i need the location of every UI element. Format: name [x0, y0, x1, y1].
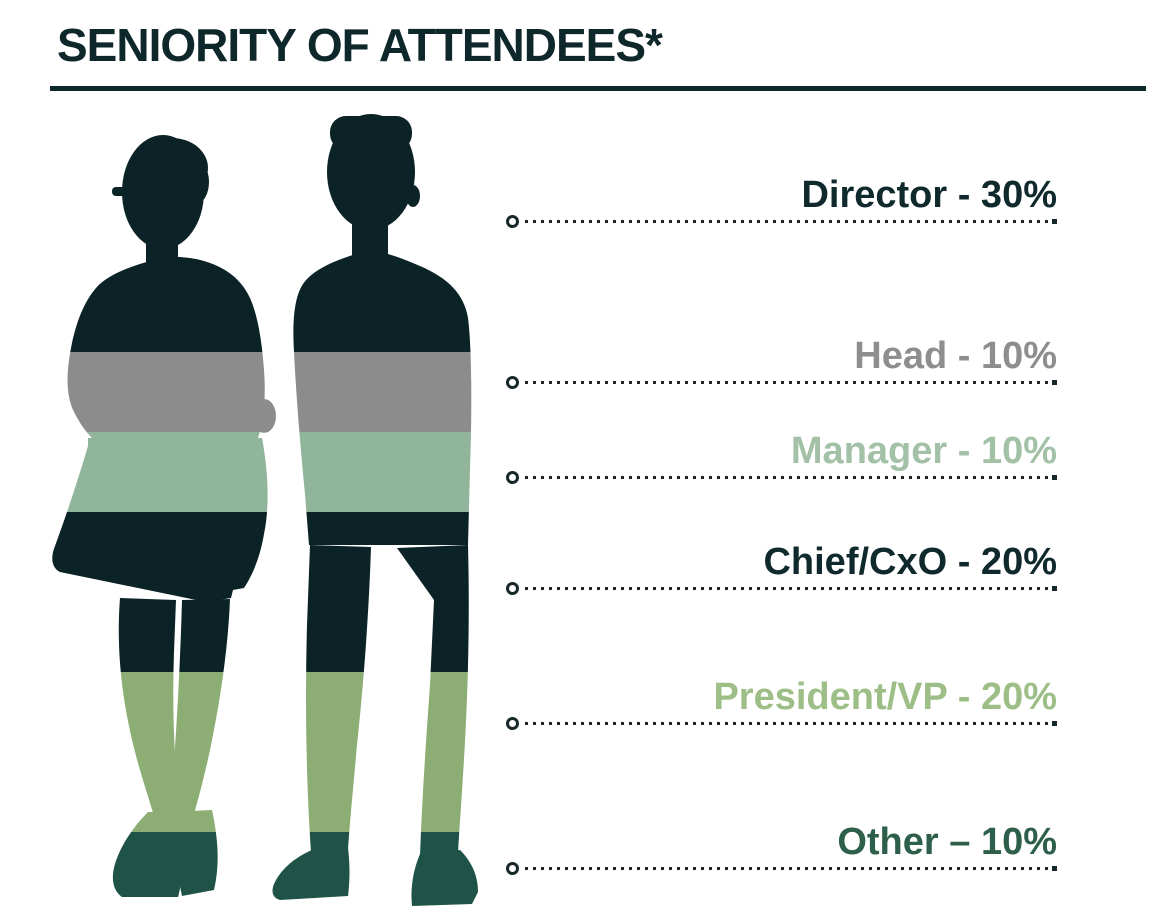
leader-end-dot-icon: [1052, 586, 1057, 591]
leader-end-dot-icon: [1052, 219, 1057, 224]
leader-start-ring-icon: [506, 582, 519, 595]
leader-start-ring-icon: [506, 717, 519, 730]
leader-dotted-rule: [525, 220, 1057, 223]
leader-end-dot-icon: [1052, 866, 1057, 871]
leader-dotted-rule: [525, 867, 1057, 870]
leader-dotted-rule: [525, 381, 1057, 384]
legend-label-head: Head - 10%: [854, 335, 1057, 377]
leader-dotted-rule: [525, 587, 1057, 590]
legend-label-president: President/VP - 20%: [713, 676, 1057, 718]
leader-start-ring-icon: [506, 215, 519, 228]
leader-line: [506, 862, 1057, 875]
attendee-silhouettes-chart: [52, 114, 478, 906]
leader-start-ring-icon: [506, 376, 519, 389]
title-underline: [50, 86, 1146, 91]
legend-label-other: Other – 10%: [837, 821, 1057, 863]
legend-label-manager: Manager - 10%: [790, 430, 1057, 472]
leader-line: [506, 471, 1057, 484]
legend-label-director: Director - 30%: [801, 174, 1057, 216]
legend-label-chief: Chief/CxO - 20%: [763, 541, 1057, 583]
leader-end-dot-icon: [1052, 380, 1057, 385]
leader-line: [506, 717, 1057, 730]
leader-end-dot-icon: [1052, 721, 1057, 726]
leader-line: [506, 376, 1057, 389]
leader-end-dot-icon: [1052, 475, 1057, 480]
male-silhouette: [272, 114, 478, 906]
leader-line: [506, 215, 1057, 228]
leader-dotted-rule: [525, 476, 1057, 479]
leader-start-ring-icon: [506, 471, 519, 484]
female-silhouette: [52, 135, 276, 897]
leader-line: [506, 582, 1057, 595]
leader-start-ring-icon: [506, 862, 519, 875]
page-title: SENIORITY OF ATTENDEES*: [57, 19, 663, 71]
leader-dotted-rule: [525, 722, 1057, 725]
